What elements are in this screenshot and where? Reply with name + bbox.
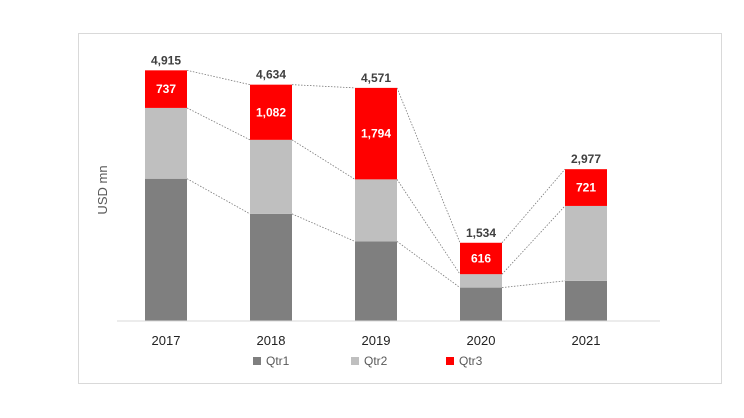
total-label-2017: 4,915 [151, 53, 181, 67]
legend-label-qtr1: Qtr1 [266, 354, 290, 368]
bar-qtr2-2021 [565, 205, 607, 281]
total-label-2019: 4,571 [361, 71, 391, 85]
connector-line-qtr1-1 [291, 213, 356, 242]
bar-qtr3-2020 [460, 242, 502, 275]
connector-line-qtr3-2 [396, 87, 461, 243]
segment-label-2017: 737 [156, 82, 176, 96]
bar-qtr2-2017 [145, 107, 187, 179]
connector-line-qtr1-0 [186, 178, 251, 215]
total-label-2020: 1,534 [466, 226, 496, 240]
connector-line-qtr2-1 [291, 139, 356, 180]
bar-qtr3-2017 [145, 70, 187, 108]
legend-item-qtr3: Qtr3 [446, 354, 483, 368]
bar-qtr2-2018 [250, 139, 292, 214]
legend: Qtr1 Qtr2 Qtr3 [253, 354, 483, 368]
legend-item-qtr2: Qtr2 [351, 354, 388, 368]
segment-label-2020: 616 [471, 251, 491, 265]
segment-label-2018: 1,082 [256, 105, 286, 119]
segment-label-2019: 1,794 [361, 127, 391, 141]
bar-qtr1-2018 [250, 213, 292, 321]
x-tick-label-2019: 2019 [362, 333, 391, 348]
legend-label-qtr3: Qtr3 [459, 354, 483, 368]
series-connector-lines [186, 69, 566, 288]
bar-qtr3-2018 [250, 84, 292, 140]
connector-line-qtr2-0 [186, 107, 251, 141]
connector-line-qtr3-1 [291, 84, 356, 89]
x-tick-label-2018: 2018 [257, 333, 286, 348]
legend-item-qtr1: Qtr1 [253, 354, 290, 368]
connector-line-qtr3-3 [501, 168, 566, 244]
bars [145, 70, 607, 321]
total-label-2021: 2,977 [571, 152, 601, 166]
bar-qtr1-2021 [565, 280, 607, 321]
bar-qtr2-2019 [355, 179, 397, 242]
legend-label-qtr2: Qtr2 [364, 354, 388, 368]
bar-qtr1-2019 [355, 241, 397, 321]
bar-qtr1-2017 [145, 178, 187, 321]
connector-line-qtr2-3 [501, 205, 566, 275]
connector-line-qtr2-2 [396, 179, 461, 275]
legend-swatch-qtr2 [351, 357, 359, 365]
connector-line-qtr1-2 [396, 241, 461, 288]
connector-line-qtr3-0 [186, 69, 251, 86]
bar-qtr3-2021 [565, 169, 607, 206]
bar-qtr3-2019 [355, 87, 397, 180]
connector-line-qtr1-3 [501, 280, 566, 288]
data-labels: 737 4,915 1,082 4,634 1,794 4,571 616 1,534 721 2… [151, 53, 601, 265]
y-axis-title: USD mn [95, 165, 110, 214]
segment-label-2021: 721 [576, 181, 596, 195]
x-tick-label-2017: 2017 [152, 333, 181, 348]
legend-swatch-qtr1 [253, 357, 261, 365]
x-axis-ticks: 2017 2018 2019 2020 2021 [152, 333, 601, 348]
x-tick-label-2020: 2020 [467, 333, 496, 348]
bar-qtr1-2020 [460, 287, 502, 321]
total-label-2018: 4,634 [256, 68, 286, 82]
legend-swatch-qtr3 [446, 357, 454, 365]
x-tick-label-2021: 2021 [572, 333, 601, 348]
bar-qtr2-2020 [460, 274, 502, 288]
